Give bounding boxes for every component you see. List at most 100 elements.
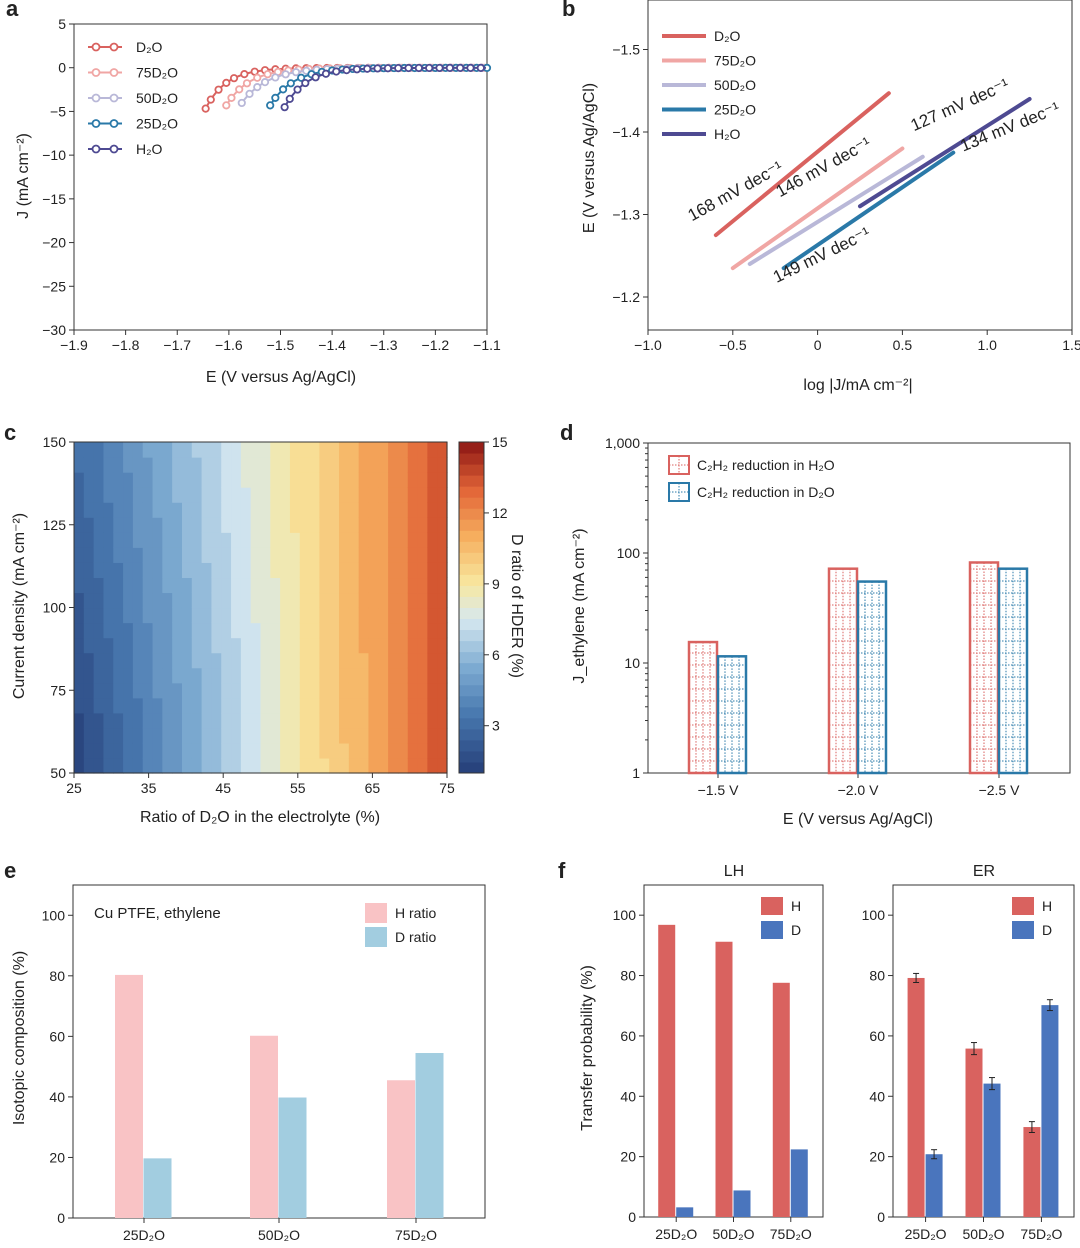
c-heatmap-cell <box>250 457 262 473</box>
c-heatmap-cell <box>152 607 163 624</box>
c-heatmap-cell <box>397 712 409 729</box>
c-heatmap-cell <box>181 727 193 744</box>
a-legend-marker <box>109 144 119 154</box>
c-heatmap-cell <box>103 472 114 488</box>
c-heatmap-cell <box>270 577 281 594</box>
c-heatmap-cell <box>211 667 222 684</box>
e-ytick-label: 40 <box>49 1089 65 1105</box>
c-heatmap-cell <box>162 457 173 473</box>
c-heatmap-cell <box>378 622 389 639</box>
c-heatmap-cell <box>191 517 203 533</box>
c-heatmap-cell <box>358 697 370 714</box>
c-heatmap-cell <box>299 637 311 654</box>
c-colorbar-segment <box>459 739 484 752</box>
b-legend-label: H₂O <box>714 126 741 142</box>
c-heatmap-cell <box>348 577 360 594</box>
c-heatmap-cell <box>74 682 85 699</box>
c-heatmap-cell <box>123 727 134 744</box>
c-heatmap-cell <box>260 517 271 533</box>
c-heatmap-cell <box>339 727 350 744</box>
c-heatmap-cell <box>289 697 301 714</box>
c-heatmap-cell <box>231 547 242 563</box>
c-heatmap-cell <box>93 457 105 473</box>
a-series-marker <box>253 83 262 92</box>
c-heatmap-cell <box>319 697 330 714</box>
c-heatmap-cell <box>339 757 350 774</box>
c-heatmap-cell <box>270 517 281 533</box>
c-heatmap-cell <box>437 742 448 759</box>
c-heatmap-cell <box>407 517 419 533</box>
c-heatmap-cell <box>231 472 242 488</box>
a-legend-marker <box>109 42 119 52</box>
c-heatmap-cell <box>289 442 301 458</box>
c-heatmap-cell <box>113 517 124 533</box>
a-series-marker <box>321 69 331 78</box>
c-heatmap-cell <box>329 517 340 533</box>
b-legend-label: D₂O <box>714 28 741 44</box>
c-heatmap-cell <box>132 622 144 639</box>
c-heatmap-cell <box>152 562 163 579</box>
c-heatmap-cell <box>260 487 271 503</box>
c-heatmap-cell <box>152 652 163 669</box>
b-legend-label: 25D₂O <box>714 102 756 118</box>
c-heatmap-cell <box>339 697 350 714</box>
c-heatmap-cell <box>339 442 350 458</box>
c-heatmap-cell <box>280 622 291 639</box>
c-heatmap-cell <box>123 562 134 579</box>
c-heatmap-cell <box>358 682 370 699</box>
c-heatmap-cell <box>240 487 252 503</box>
c-heatmap-cell <box>358 487 370 503</box>
c-heatmap-cell <box>93 727 105 744</box>
c-heatmap-cell <box>348 562 360 579</box>
c-heatmap-cell <box>299 742 311 759</box>
c-heatmap-cell <box>437 487 448 503</box>
c-heatmap-cell <box>348 457 360 473</box>
c-heatmap-cell <box>437 622 448 639</box>
c-heatmap-cell <box>83 547 95 563</box>
c-heatmap-cell <box>368 742 379 759</box>
c-heatmap-cell <box>388 607 399 624</box>
c-heatmap-cell <box>201 667 213 684</box>
c-colorbar-segment <box>459 684 484 697</box>
c-heatmap-cell <box>260 577 271 594</box>
a-ytick-label: 0 <box>58 60 66 76</box>
c-heatmap-cell <box>358 472 370 488</box>
c-heatmap-cell <box>378 472 389 488</box>
a-xtick-label: −1.7 <box>163 337 191 353</box>
c-heatmap-cell <box>260 442 271 458</box>
c-heatmap-cell <box>231 532 242 548</box>
c-heatmap-cell <box>250 577 262 594</box>
c-heatmap-cell <box>280 727 291 744</box>
c-heatmap-cell <box>123 682 134 699</box>
c-heatmap-cell <box>172 502 183 518</box>
c-heatmap-cell <box>368 697 379 714</box>
c-heatmap-cell <box>437 457 448 473</box>
c-heatmap-cell <box>368 622 379 639</box>
c-heatmap-cell <box>417 442 428 458</box>
c-heatmap-cell <box>240 727 252 744</box>
a-series-marker <box>229 74 239 83</box>
c-heatmap-cell <box>319 472 330 488</box>
c-heatmap-cell <box>289 637 301 654</box>
c-heatmap-cell <box>407 442 419 458</box>
d-xtick-label: −1.5 V <box>698 782 740 798</box>
c-heatmap-cell <box>113 697 124 714</box>
f-er-ytick-label: 0 <box>877 1209 885 1225</box>
c-heatmap-cell <box>407 742 419 759</box>
c-heatmap-cell <box>221 727 232 744</box>
c-heatmap-cell <box>427 517 438 533</box>
c-heatmap-cell <box>358 622 370 639</box>
a-series-marker <box>222 78 231 87</box>
c-heatmap-cell <box>240 562 252 579</box>
c-heatmap-cell <box>201 697 213 714</box>
c-heatmap-cell <box>270 742 281 759</box>
c-heatmap-cell <box>329 637 340 654</box>
e-ytick-label: 80 <box>49 968 65 984</box>
c-heatmap-cell <box>427 577 438 594</box>
c-heatmap-cell <box>417 532 428 548</box>
c-heatmap-cell <box>74 457 85 473</box>
c-heatmap-cell <box>407 637 419 654</box>
c-heatmap-cell <box>132 712 144 729</box>
c-heatmap-cell <box>221 712 232 729</box>
b-ylabel: E (V versus Ag/AgCl) <box>581 83 598 233</box>
